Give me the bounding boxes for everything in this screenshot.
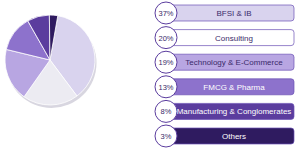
pie: [5, 15, 97, 108]
label-row: 19% Technology & E-Commerce: [155, 51, 294, 73]
label-list: 37% BFSI & IB 20% Consulting 19% Technology &…: [155, 2, 294, 147]
label-row: 20% Consulting: [155, 27, 294, 49]
category-label: Consulting: [215, 34, 253, 43]
percent-badge: [155, 76, 177, 98]
pie-slice: [28, 15, 50, 60]
data-label: 8%: [161, 107, 172, 116]
percent-badge: [155, 51, 177, 73]
chart-container: 37% BFSI & IB 20% Consulting 19% Technology &…: [0, 0, 300, 160]
label-pill: [160, 30, 294, 46]
data-label: 19%: [158, 58, 173, 67]
label-pill: [160, 128, 294, 144]
label-pill: [160, 54, 294, 70]
data-label: 20%: [158, 34, 173, 43]
data-label: 3%: [161, 132, 172, 141]
category-label: Others: [222, 132, 246, 141]
percent-badge: [155, 100, 177, 122]
label-row: 13% FMCG & Pharma: [155, 76, 294, 98]
category-label: FMCG & Pharma: [203, 83, 265, 92]
label-pill: [160, 5, 294, 21]
label-pill: [160, 103, 294, 119]
category-label: Technology & E-Commerce: [185, 58, 283, 67]
category-label: BFSI & IB: [216, 9, 251, 18]
label-pill: [160, 79, 294, 95]
category-label: Manufacturing & Conglomerates: [177, 107, 292, 116]
chart-svg: 37% BFSI & IB 20% Consulting 19% Technology &…: [0, 0, 300, 160]
percent-badge: [155, 2, 177, 24]
pie-slice: [49, 15, 57, 60]
label-row: 8% Manufacturing & Conglomerates: [155, 100, 294, 122]
label-row: 37% BFSI & IB: [155, 2, 294, 24]
percent-badge: [155, 125, 177, 147]
label-row: 3% Others: [155, 125, 294, 147]
data-label: 37%: [158, 9, 173, 18]
data-label: 13%: [158, 83, 173, 92]
percent-badge: [155, 27, 177, 49]
